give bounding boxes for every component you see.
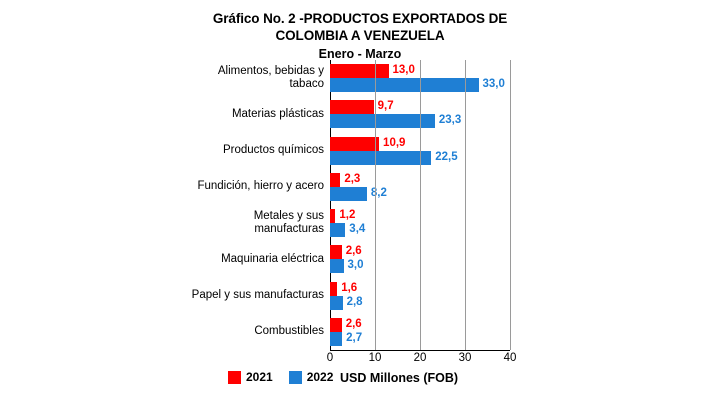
bar-value-2021: 10,9 xyxy=(383,136,406,149)
legend-item: 2021 xyxy=(228,370,273,384)
bar-value-2022: 33,0 xyxy=(482,78,505,91)
bar-2021 xyxy=(330,209,336,224)
x-tick-label: 30 xyxy=(458,352,472,364)
bar-2021 xyxy=(330,136,380,151)
bars-container: 13,0 33,0 9,7 23,3 10,9 22,5 2,3 8,2 1,2 3,4 2,6 3,… xyxy=(330,60,511,350)
chart-title-line-2: COLOMBIA A VENEZUELA xyxy=(275,28,445,43)
category-label: Papel y sus manufacturas xyxy=(191,288,324,301)
x-axis-line xyxy=(330,350,510,351)
category-label: Fundición, hierro y acero xyxy=(197,180,324,193)
chart-title-line-1: Gráfico No. 2 -PRODUCTOS EXPORTADOS DE xyxy=(212,11,508,26)
bar-2021 xyxy=(330,64,389,79)
gridline xyxy=(465,60,466,350)
gridline xyxy=(510,60,511,350)
bar-value-2022: 8,2 xyxy=(370,186,387,199)
bar-value-2022: 3,4 xyxy=(349,223,366,236)
bar-value-2021: 2,6 xyxy=(345,317,362,330)
legend-label: 2021 xyxy=(246,370,273,384)
chart-title-block: Gráfico No. 2 -PRODUCTOS EXPORTADOS DE C… xyxy=(120,10,600,62)
legend-item: 2022 xyxy=(288,370,334,384)
bar-2021 xyxy=(330,100,374,115)
x-tick-label: 10 xyxy=(368,352,382,364)
category-label: Alimentos, bebidas y tabaco xyxy=(217,64,324,91)
bar-2022 xyxy=(330,331,343,346)
y-axis-line xyxy=(330,60,331,350)
bar-2021 xyxy=(330,281,338,296)
bar-value-2022: 2,8 xyxy=(346,295,363,308)
category-label: Metales y sus manufacturas xyxy=(253,209,324,236)
bar-value-2022: 22,5 xyxy=(435,150,458,163)
bar-2022 xyxy=(330,223,346,238)
bar-2022 xyxy=(330,150,432,165)
bar-value-2021: 2,6 xyxy=(345,245,362,258)
bar-2022 xyxy=(330,186,367,201)
plot-area: Alimentos, bebidas y tabaco Materias plást… xyxy=(0,60,720,364)
x-tick-label: 40 xyxy=(503,352,517,364)
bar-value-2022: 23,3 xyxy=(438,114,462,127)
bar-2021 xyxy=(330,317,342,332)
bar-value-2022: 2,7 xyxy=(346,331,363,344)
bar-2022 xyxy=(330,114,435,129)
gridline xyxy=(375,60,376,350)
bar-2021 xyxy=(330,245,342,260)
gridline xyxy=(420,60,421,350)
bar-2022 xyxy=(330,78,479,93)
bar-2022 xyxy=(330,259,344,274)
chart-subtitle: Enero - Marzo xyxy=(318,47,402,61)
legend-swatch xyxy=(228,370,241,384)
bar-2022 xyxy=(330,295,343,310)
bar-2021 xyxy=(330,172,341,187)
category-label: Productos químicos xyxy=(223,143,324,156)
x-axis-ticks: 0 10 20 30 40 xyxy=(326,352,530,370)
legend-label: 2022 xyxy=(306,370,334,384)
category-axis-labels: Alimentos, bebidas y tabaco Materias plást… xyxy=(160,60,330,350)
x-tick-label: 0 xyxy=(326,352,334,364)
x-tick-label: 20 xyxy=(413,352,427,364)
bar-value-2021: 1,2 xyxy=(339,209,356,222)
bar-value-2021: 9,7 xyxy=(377,100,394,113)
category-label: Combustibles xyxy=(254,325,324,338)
category-label: Maquinaria eléctrica xyxy=(221,252,324,265)
category-label: Materias plásticas xyxy=(231,107,324,120)
bar-value-2021: 2,3 xyxy=(344,172,361,185)
bar-value-2021: 13,0 xyxy=(392,64,415,77)
bar-value-2022: 3,0 xyxy=(347,259,364,272)
legend-swatch xyxy=(288,370,302,384)
chart-legend: 2021 2022 xyxy=(228,370,333,384)
bar-value-2021: 1,6 xyxy=(341,281,358,294)
x-axis-title: USD Millones (FOB) xyxy=(340,371,459,385)
